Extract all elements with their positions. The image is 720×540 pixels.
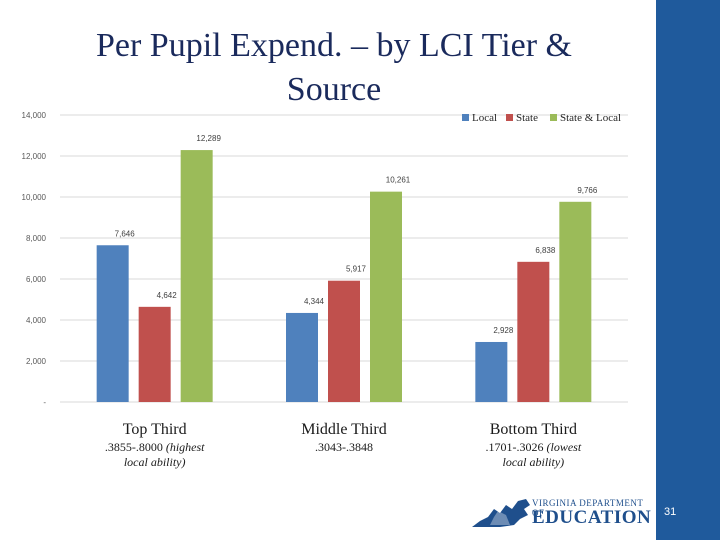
slide-title: Per Pupil Expend. – by LCI Tier & Source <box>40 24 628 112</box>
legend-label: Local <box>472 112 497 124</box>
data-label: 12,289 <box>196 134 221 143</box>
y-tick-label: 8,000 <box>26 234 47 243</box>
y-tick-label: 4,000 <box>26 316 47 325</box>
data-label: 7,646 <box>115 229 136 238</box>
bar <box>180 150 213 402</box>
bar <box>138 306 171 402</box>
legend-swatch <box>462 114 469 121</box>
page-number: 31 <box>664 506 677 518</box>
data-label: 9,766 <box>577 186 598 195</box>
data-label: 10,261 <box>386 176 411 185</box>
y-tick-label: 12,000 <box>22 152 47 161</box>
logo-main-text: EDUCATION <box>532 507 652 528</box>
title-line-1: Per Pupil Expend. – by LCI Tier & <box>95 27 573 64</box>
bar <box>559 201 592 402</box>
category-sublabel: local ability) <box>124 455 186 469</box>
data-label: 4,642 <box>157 291 178 300</box>
bar <box>328 280 360 402</box>
virginia-state-icon <box>472 499 530 527</box>
vdoe-logo: VIRGINIA DEPARTMENT OF EDUCATION <box>470 495 655 531</box>
category-label: Top Third <box>123 421 187 438</box>
y-tick-label: 6,000 <box>26 275 47 284</box>
y-tick-label: 14,000 <box>22 111 47 120</box>
legend-label: State <box>516 112 538 124</box>
y-tick-label: - <box>43 398 46 407</box>
bar-chart: - 2,000 4,000 6,000 8,000 10,000 12,000 14,000 7… <box>22 111 628 469</box>
category-sublabel: .1701-.3026 (lowest <box>485 440 581 454</box>
category-label: Bottom Third <box>490 421 577 438</box>
legend-swatch <box>506 114 513 121</box>
bar <box>286 312 318 402</box>
legend-label: State & Local <box>560 112 621 124</box>
bar <box>475 341 508 402</box>
bar <box>517 261 550 402</box>
slide-accent-bar <box>656 0 720 540</box>
bar <box>96 245 129 402</box>
data-label: 6,838 <box>535 246 556 255</box>
legend-swatch <box>550 114 557 121</box>
category-sublabel: .3855-.8000 (highest <box>105 440 205 454</box>
y-tick-label: 10,000 <box>22 193 47 202</box>
category-sublabel: .3043-.3848 <box>315 440 373 454</box>
data-label: 2,928 <box>493 326 514 335</box>
category-sublabel: local ability) <box>503 455 565 469</box>
data-label: 5,917 <box>346 265 367 274</box>
category-label: Middle Third <box>301 421 386 438</box>
logo-top-text: VIRGINIA DEPARTMENT OF <box>532 498 644 518</box>
bar <box>370 191 402 402</box>
y-tick-label: 2,000 <box>26 357 47 366</box>
title-line-2: Source <box>286 71 382 108</box>
data-label: 4,344 <box>304 297 325 306</box>
